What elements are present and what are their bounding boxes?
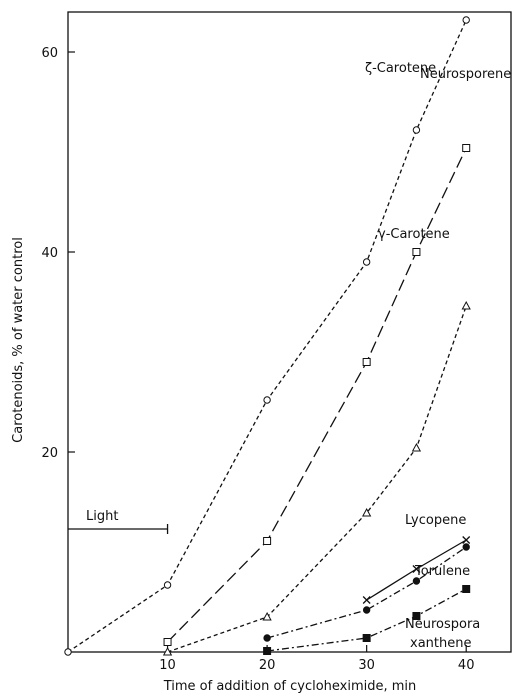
x-tick-label: 20 xyxy=(259,658,276,673)
point xyxy=(462,16,470,24)
series-label: γ-Carotene xyxy=(378,227,450,242)
point xyxy=(412,577,421,585)
point xyxy=(163,638,172,646)
y-tick-label: 40 xyxy=(41,246,58,261)
x-tick-label: 40 xyxy=(458,658,475,673)
point xyxy=(461,300,471,310)
point xyxy=(412,126,421,134)
point xyxy=(362,507,372,517)
point xyxy=(412,612,421,620)
point xyxy=(462,585,471,593)
point xyxy=(362,634,371,642)
series-line xyxy=(167,305,467,653)
point xyxy=(462,536,471,544)
point xyxy=(263,537,272,545)
point xyxy=(412,248,421,256)
y-tick-label: 20 xyxy=(41,446,58,461)
point xyxy=(412,565,421,573)
series-label: ζ-Carotene xyxy=(365,61,436,76)
x-tick-label: 10 xyxy=(159,658,176,673)
plot-frame xyxy=(67,11,512,653)
point xyxy=(362,258,371,266)
point xyxy=(262,611,272,621)
point xyxy=(162,646,173,656)
x-tick-label: 30 xyxy=(358,658,375,673)
series-label: Torulene xyxy=(414,564,470,579)
light-label: Light xyxy=(86,509,118,524)
point xyxy=(263,634,271,642)
series-label: Lycopene xyxy=(405,513,466,528)
point xyxy=(263,396,271,404)
point xyxy=(64,648,72,656)
series-label: Neurospora xanthene xyxy=(405,617,480,651)
series-line xyxy=(67,19,467,653)
point xyxy=(362,358,371,366)
series-line xyxy=(266,546,467,639)
point xyxy=(411,442,422,452)
point xyxy=(362,606,371,614)
point xyxy=(362,596,371,604)
y-tick-label: 60 xyxy=(41,46,58,61)
y-axis-label: Carotenoids, % of water control xyxy=(11,237,26,443)
point xyxy=(462,144,471,152)
x-axis-label: Time of addition of cycloheximide, min xyxy=(163,679,417,694)
point xyxy=(263,647,272,655)
point xyxy=(163,581,172,589)
series-line xyxy=(267,588,467,652)
series-label: Neurosporene xyxy=(420,67,511,82)
point xyxy=(462,543,470,551)
